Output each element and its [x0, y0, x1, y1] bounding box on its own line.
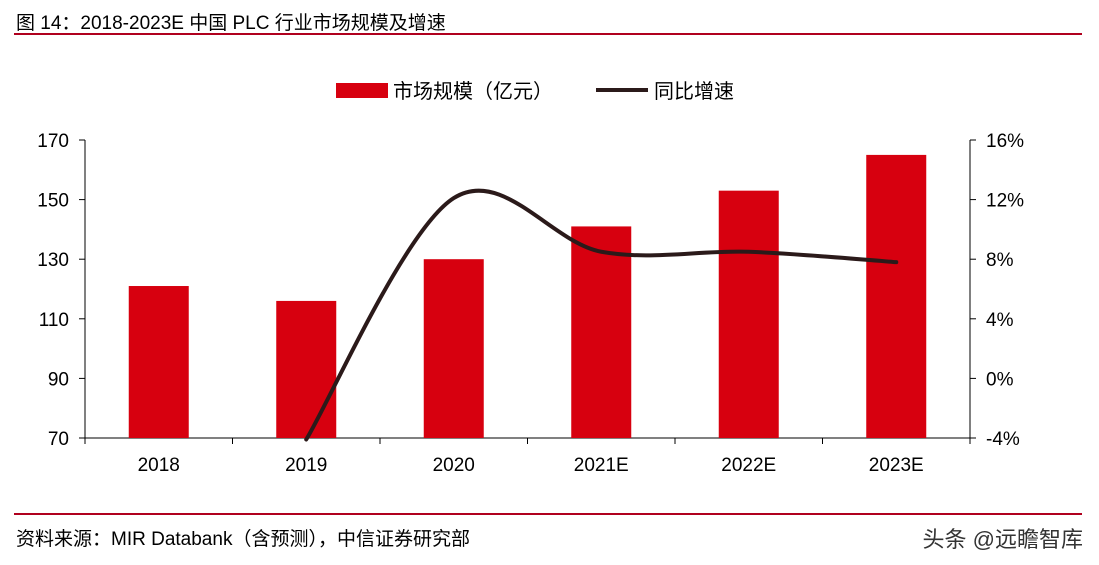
- left-tick-label: 150: [37, 191, 69, 212]
- right-tick-label: -4%: [986, 429, 1020, 450]
- bar-2020: [423, 259, 484, 438]
- left-tick-label: 130: [37, 250, 69, 271]
- right-tick-label: 16%: [986, 131, 1024, 152]
- right-tick-label: 4%: [986, 310, 1014, 331]
- x-tick-label: 2018: [138, 455, 180, 476]
- left-tick-label: 70: [48, 429, 69, 450]
- x-tick-label: 2022E: [721, 455, 776, 476]
- footer-rule: [14, 513, 1082, 515]
- right-tick-label: 8%: [986, 250, 1014, 271]
- bar-2019: [276, 300, 337, 438]
- right-tick-label: 12%: [986, 191, 1024, 212]
- watermark: 头条 @远瞻智库: [922, 527, 1083, 552]
- left-tick-label: 170: [37, 131, 69, 152]
- bar-2021E: [571, 226, 632, 438]
- legend-line-label: 同比增速: [654, 80, 734, 103]
- x-tick-label: 2019: [285, 455, 327, 476]
- growth-line: [304, 188, 899, 442]
- title-rule: [14, 33, 1082, 35]
- left-tick-label: 90: [48, 369, 69, 390]
- bar-2018: [128, 286, 189, 438]
- x-tick-label: 2021E: [574, 455, 629, 476]
- left-tick-label: 110: [39, 310, 69, 331]
- source-note: 资料来源：MIR Databank（含预测），中信证券研究部: [16, 529, 470, 550]
- figure-title: 图 14：2018-2023E 中国 PLC 行业市场规模及增速: [16, 13, 446, 34]
- bar-2022E: [718, 190, 779, 438]
- legend-bar-swatch: [336, 83, 388, 98]
- x-tick-label: 2023E: [869, 455, 924, 476]
- x-tick-label: 2020: [433, 455, 475, 476]
- bar-2023E: [866, 154, 927, 438]
- right-tick-label: 0%: [986, 369, 1014, 390]
- legend-bar-label: 市场规模（亿元）: [393, 80, 553, 103]
